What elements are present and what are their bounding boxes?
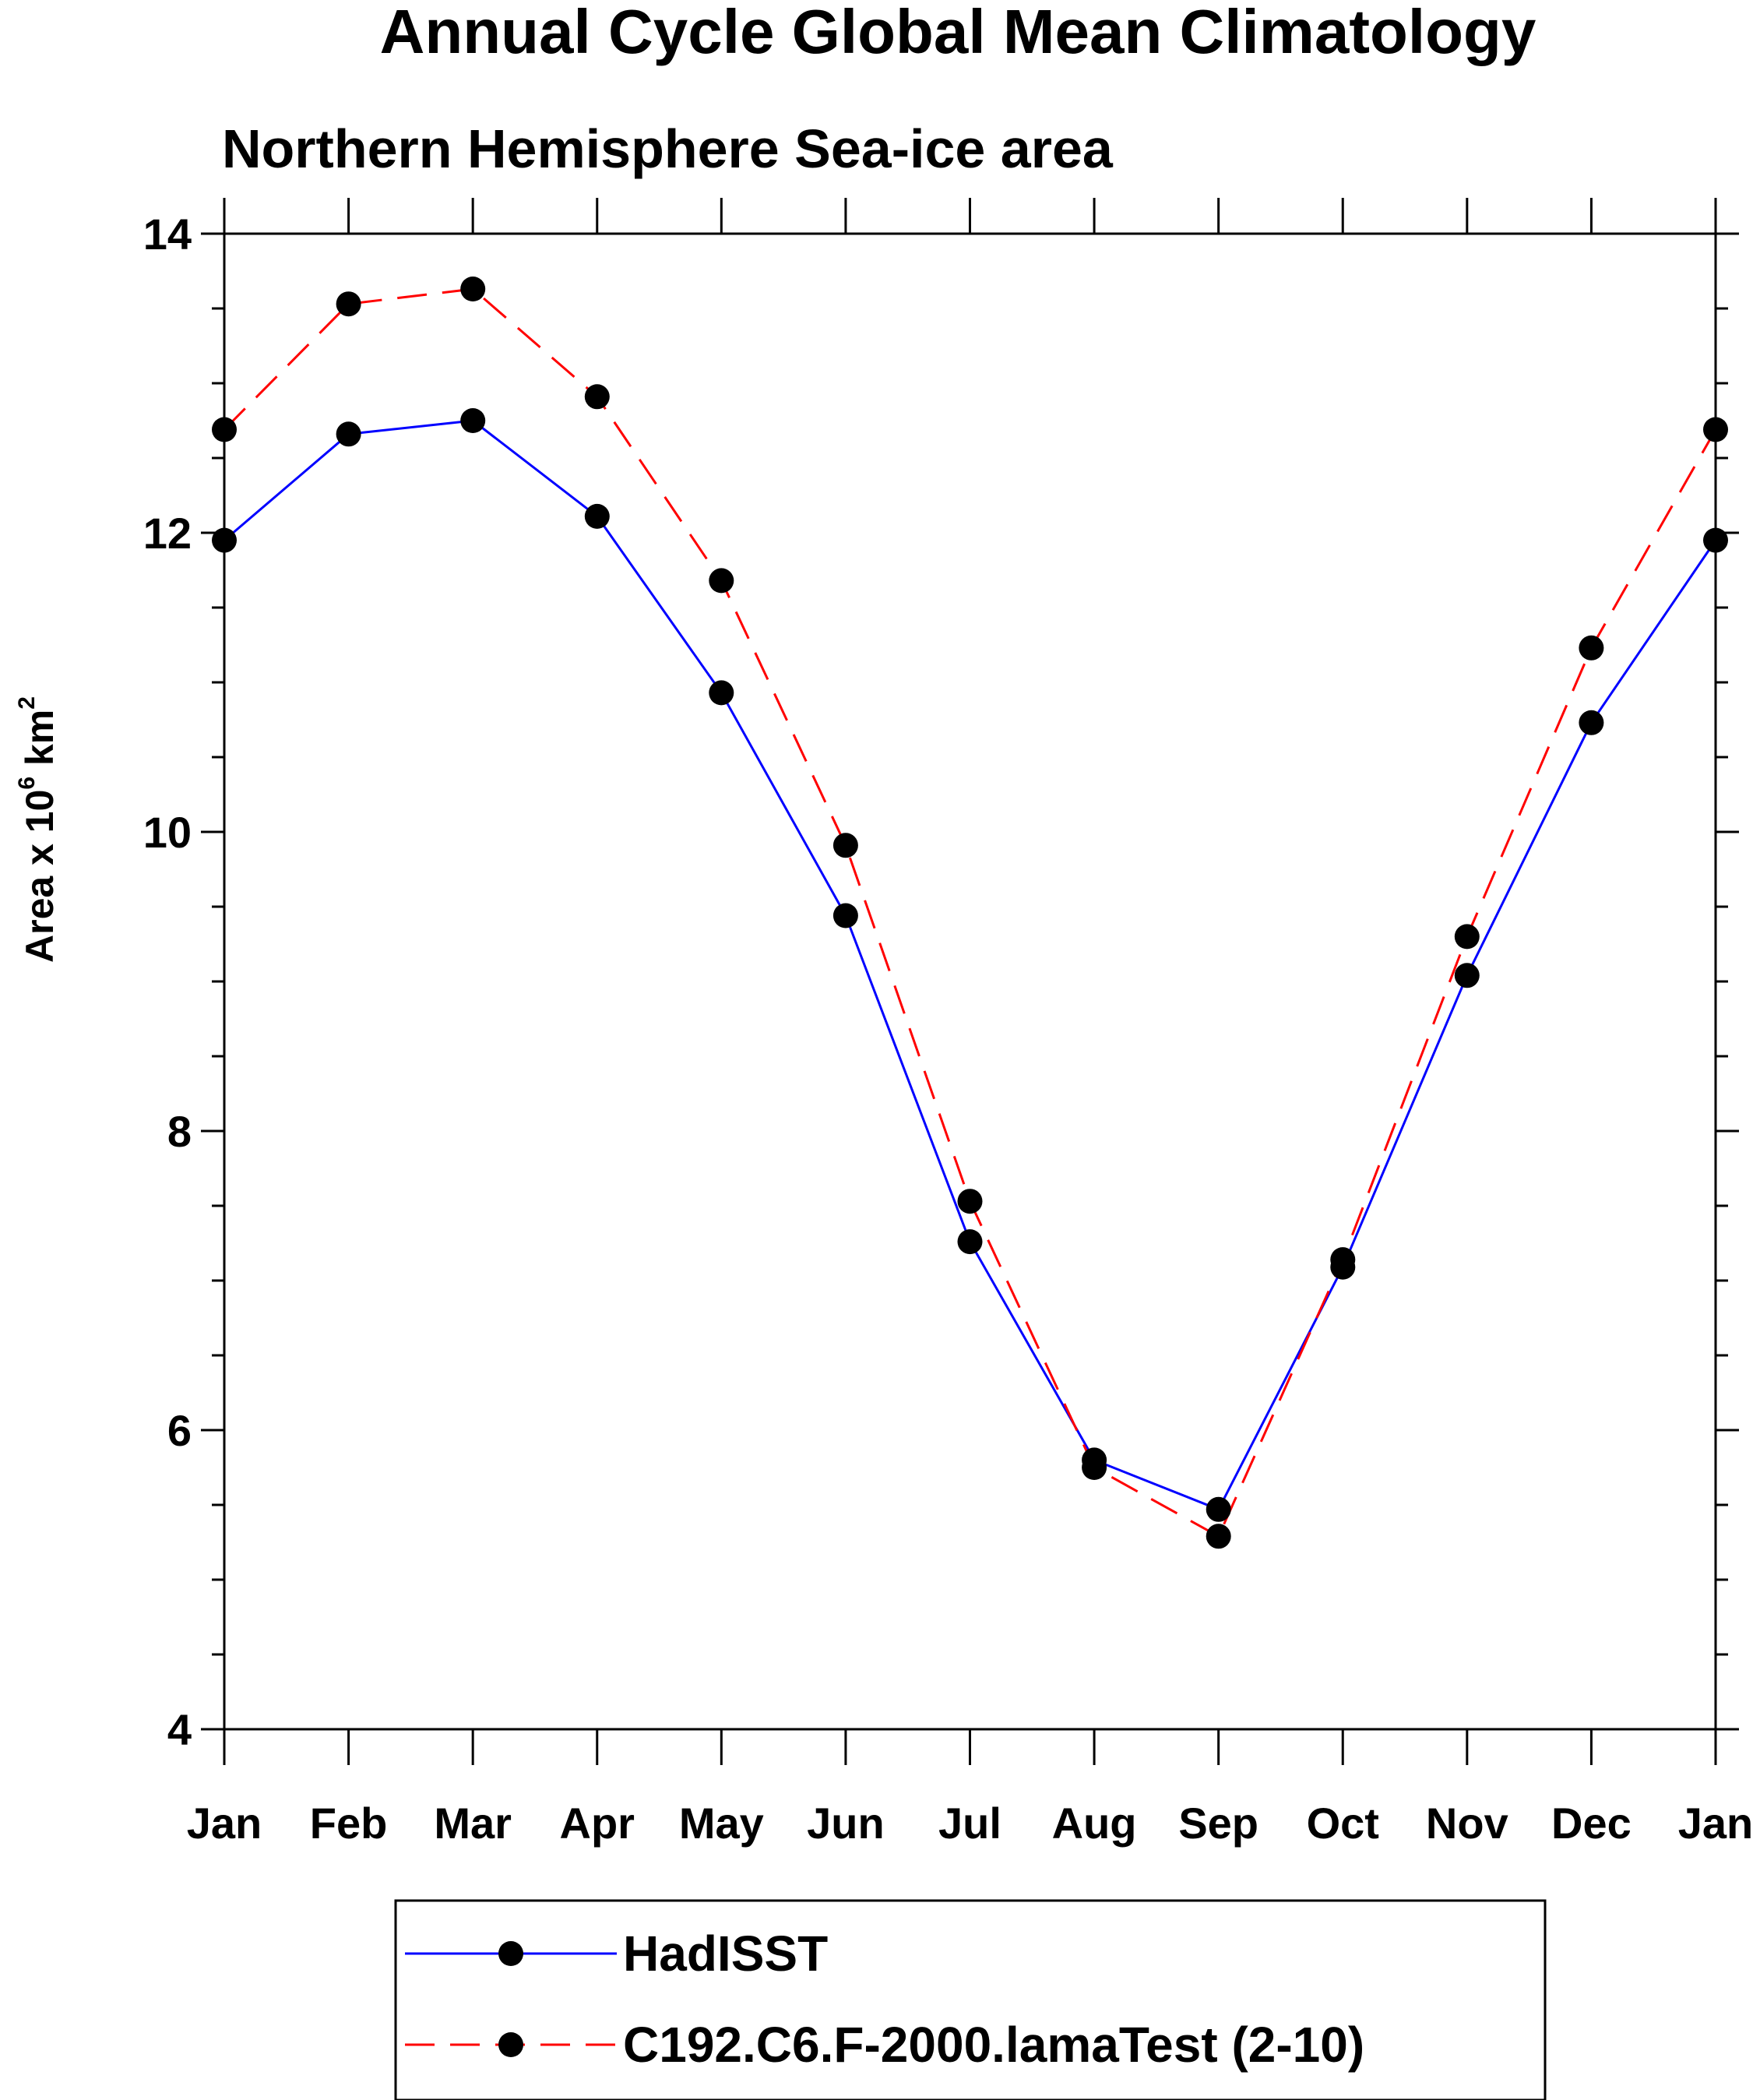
data-point-c192-c6-f-2000-lamatest-2-10-jul-6 [957,1189,983,1214]
series-line-c192-c6-f-2000-lamatest-2-10 [223,287,1717,1538]
y-tick-label-6: 6 [167,1406,192,1455]
x-tick-label-apr-3: Apr [560,1799,635,1848]
data-point-hadisst-feb-1 [336,421,361,447]
x-tick-label-aug-7: Aug [1052,1799,1137,1848]
data-point-c192-c6-f-2000-lamatest-2-10-feb-1 [336,291,361,317]
data-point-hadisst-jul-6 [957,1229,983,1255]
series-line-hadisst [224,419,1717,1511]
data-point-hadisst-apr-3 [584,503,610,529]
x-tick-label-may-4: May [679,1799,764,1848]
chart-subtitle: Northern Hemisphere Sea-ice area [222,118,1114,179]
x-tick-label-jun-5: Jun [807,1799,885,1848]
legend-label-c192: C192.C6.F-2000.lamaTest (2-10) [623,2017,1364,2073]
data-point-c192-c6-f-2000-lamatest-2-10-may-4 [709,568,734,594]
major-ticks [201,198,1739,1765]
chart-title: Annual Cycle Global Mean Climatology [380,0,1536,66]
y-tick-label-10: 10 [143,808,192,857]
svg-text:Area x 106 km2: Area x 106 km2 [14,696,62,963]
y-tick-label-14: 14 [143,210,192,259]
y-tick-label-4: 4 [167,1705,192,1754]
data-point-c192-c6-f-2000-lamatest-2-10-mar-2 [460,277,486,301]
x-tick-label-oct-9: Oct [1307,1799,1379,1848]
legend-box [394,1899,1547,2100]
series-layer [212,277,1728,1549]
data-point-c192-c6-f-2000-lamatest-2-10-apr-3 [584,384,610,410]
data-point-hadisst-nov-10 [1454,963,1480,988]
legend-marker-hadisst [498,1941,523,1966]
plot-frame [223,232,1717,1731]
data-point-c192-c6-f-2000-lamatest-2-10-nov-10 [1454,924,1480,950]
y-axis-label-unit-exponent: 2 [14,696,40,710]
y-tick-labels: 4 6 8 10 12 14 [143,210,192,1754]
x-tick-label-mar-2: Mar [434,1799,512,1848]
x-tick-label-jul-6: Jul [938,1799,1001,1848]
x-tick-label-feb-1: Feb [310,1799,388,1848]
data-point-c192-c6-f-2000-lamatest-2-10-sep-8 [1206,1524,1231,1549]
legend-marker-c192 [498,2032,523,2057]
data-point-c192-c6-f-2000-lamatest-2-10-aug-7 [1082,1455,1107,1480]
x-tick-labels: Jan Feb Mar Apr May Jun Jul Aug Sep Oct Nov Dec Jan [187,1799,1754,1848]
minor-ticks [212,307,1728,1656]
data-point-c192-c6-f-2000-lamatest-2-10-dec-11 [1579,635,1604,661]
y-axis-label: Area x 106 km2 [14,696,62,963]
data-point-hadisst-sep-8 [1206,1496,1231,1522]
y-axis-label-unit: km [18,710,62,777]
y-axis-label-exponent: 6 [14,777,40,790]
y-tick-label-8: 8 [167,1107,192,1156]
legend-label-hadisst: HadISST [623,1926,828,1982]
y-axis-label-main: Area x 10 [18,790,62,963]
legend: HadISST C192.C6.F-2000.lamaTest (2-10) [394,1899,1547,2100]
y-tick-label-12: 12 [143,509,192,558]
x-tick-label-jan-0: Jan [187,1799,262,1848]
data-point-c192-c6-f-2000-lamatest-2-10-oct-9 [1330,1247,1356,1273]
data-point-hadisst-jun-5 [832,903,858,928]
x-tick-label-jan-12: Jan [1678,1799,1754,1848]
data-point-hadisst-may-4 [709,680,734,706]
data-point-hadisst-dec-11 [1579,710,1604,735]
x-tick-label-dec-11: Dec [1551,1799,1632,1848]
data-point-hadisst-mar-2 [460,408,486,433]
x-tick-label-nov-10: Nov [1426,1799,1508,1848]
data-point-c192-c6-f-2000-lamatest-2-10-jun-5 [832,833,858,858]
x-tick-label-sep-8: Sep [1178,1799,1258,1848]
